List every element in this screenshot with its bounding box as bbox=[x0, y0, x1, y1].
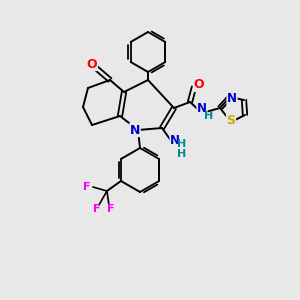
Text: S: S bbox=[226, 115, 236, 128]
Text: F: F bbox=[83, 182, 91, 192]
Text: N: N bbox=[170, 134, 180, 146]
Text: F: F bbox=[93, 204, 101, 214]
Text: N: N bbox=[227, 92, 237, 106]
Text: O: O bbox=[87, 58, 97, 70]
Text: F: F bbox=[107, 204, 115, 214]
Text: N: N bbox=[197, 103, 207, 116]
Text: N: N bbox=[130, 124, 140, 136]
Text: H: H bbox=[204, 111, 214, 121]
Text: O: O bbox=[194, 79, 204, 92]
Text: H: H bbox=[177, 139, 187, 149]
Text: H: H bbox=[177, 149, 187, 159]
